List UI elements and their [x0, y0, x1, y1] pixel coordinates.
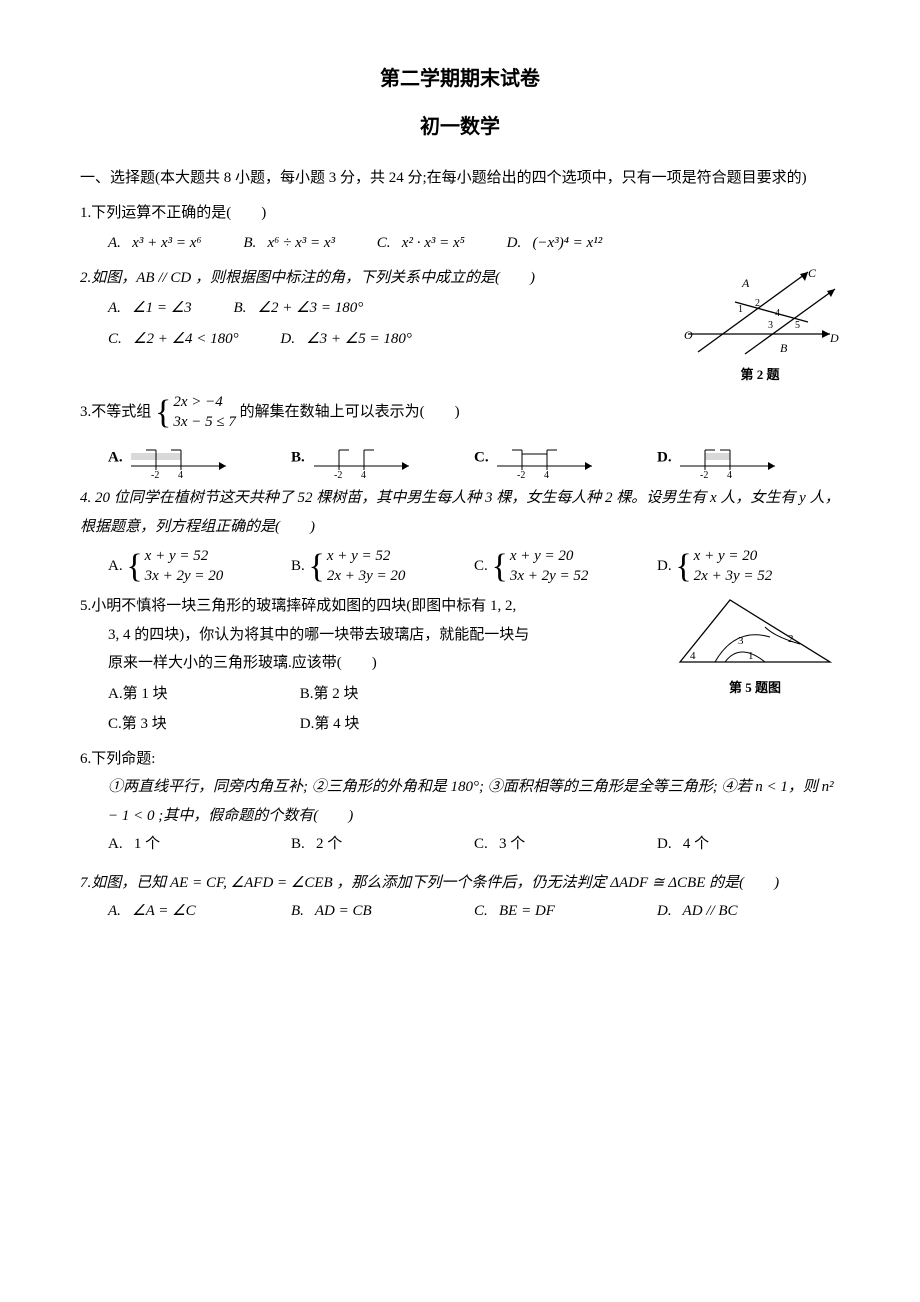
- q7-options: A. ∠A = ∠C B. AD = CB C. BE = DF D. AD /…: [108, 897, 840, 930]
- svg-text:5: 5: [795, 320, 800, 331]
- numberline-c-icon: -2 4: [492, 438, 602, 478]
- svg-text:3: 3: [738, 635, 744, 647]
- q1-stem: 1.下列运算不正确的是( ): [80, 199, 840, 228]
- q1-opt-b: B. x⁶ ÷ x³ = x³: [243, 229, 335, 258]
- svg-text:-2: -2: [517, 470, 525, 478]
- svg-text:-2: -2: [334, 470, 342, 478]
- q2-opt-d: D. ∠3 + ∠5 = 180°: [280, 325, 411, 354]
- q7-opt-a: A. ∠A = ∠C: [108, 897, 291, 926]
- q6-options: A. 1 个 B. 2 个 C. 3 个 D. 4 个: [108, 830, 840, 863]
- q5-stem1: 5.小明不慎将一块三角形的玻璃摔碎成如图的四块(即图中标有 1, 2,: [80, 592, 670, 621]
- q6-body: ①两直线平行，同旁内角互补; ②三角形的外角和是 180°; ③面积相等的三角形…: [108, 773, 840, 830]
- section-heading: 一、选择题(本大题共 8 小题，每小题 3 分，共 24 分;在每小题给出的四个…: [80, 164, 840, 193]
- q2-opt-a: A. ∠1 = ∠3: [108, 294, 192, 323]
- q2-stem: 2.如图，AB // CD ，则根据图中标注的角，下列关系中成立的是( ): [80, 264, 680, 293]
- q3-stem-pre: 3.不等式组: [80, 404, 155, 420]
- q5-figure-label: 第 5 题图: [670, 676, 840, 701]
- q6-opt-c: C. 3 个: [474, 830, 657, 859]
- svg-text:A: A: [741, 276, 750, 290]
- q2-opt-c: C. ∠2 + ∠4 < 180°: [108, 325, 239, 354]
- q5-options-row2: C.第 3 块 D.第 4 块: [108, 710, 670, 739]
- q4-options: A. {x + y = 523x + 2y = 20 B. {x + y = 5…: [108, 547, 840, 586]
- q3-system: { 2x > −4 3x − 5 ≤ 7: [155, 393, 236, 432]
- q2-diagram-svg: O A C B D 1 2 3 4 5: [680, 264, 840, 359]
- q2-opt-b: B. ∠2 + ∠3 = 180°: [233, 294, 363, 323]
- q5-diagram-svg: 1 2 3 4: [670, 592, 840, 672]
- question-4: 4. 20 位同学在植树节这天共种了 52 棵树苗，其中男生每人种 3 棵，女生…: [80, 484, 840, 541]
- q6-opt-b: B. 2 个: [291, 830, 474, 859]
- q3-line2: 3x − 5 ≤ 7: [173, 413, 236, 433]
- q3-opt-c: C. -2 4: [474, 438, 657, 478]
- q4-opt-a: A. {x + y = 523x + 2y = 20: [108, 547, 291, 586]
- svg-text:3: 3: [768, 320, 773, 331]
- q7-opt-d: D. AD // BC: [657, 897, 840, 926]
- q6-opt-a: A. 1 个: [108, 830, 291, 859]
- q6-stem: 6.下列命题:: [80, 745, 840, 774]
- svg-text:-2: -2: [700, 470, 708, 478]
- q6-opt-d: D. 4 个: [657, 830, 840, 859]
- q5-options-row1: A.第 1 块 B.第 2 块: [108, 680, 670, 709]
- question-1: 1.下列运算不正确的是( ) A. x³ + x³ = x⁶ B. x⁶ ÷ x…: [80, 199, 840, 258]
- svg-text:-2: -2: [151, 470, 159, 478]
- q5-stem3: 原来一样大小的三角形玻璃.应该带( ): [108, 649, 670, 678]
- q1-opt-a: A. x³ + x³ = x⁶: [108, 229, 202, 258]
- q5-opt-c: C.第 3 块: [108, 710, 258, 739]
- svg-text:C: C: [808, 266, 817, 280]
- q7-opt-c: C. BE = DF: [474, 897, 657, 926]
- svg-text:1: 1: [738, 304, 743, 315]
- q2-options-row1: A. ∠1 = ∠3 B. ∠2 + ∠3 = 180°: [108, 294, 680, 323]
- page-title: 第二学期期末试卷: [80, 60, 840, 98]
- q1-opt-c: C. x² · x³ = x⁵: [377, 229, 465, 258]
- svg-text:D: D: [829, 331, 839, 345]
- q2-options-row2: C. ∠2 + ∠4 < 180° D. ∠3 + ∠5 = 180°: [108, 325, 680, 354]
- q5-figure: 1 2 3 4 第 5 题图: [670, 592, 840, 701]
- q4-opt-b: B. {x + y = 522x + 3y = 20: [291, 547, 474, 586]
- section-text: 一、选择题(本大题共 8 小题，每小题 3 分，共 24 分;在每小题给出的四个…: [80, 170, 807, 186]
- q4-stem: 4. 20 位同学在植树节这天共种了 52 棵树苗，其中男生每人种 3 棵，女生…: [80, 484, 840, 541]
- q4-opt-d: D. {x + y = 202x + 3y = 52: [657, 547, 840, 586]
- q3-opt-d: D. -2 4: [657, 438, 840, 478]
- svg-text:B: B: [780, 341, 788, 355]
- svg-text:O: O: [684, 328, 693, 342]
- q3-stem-post: 的解集在数轴上可以表示为( ): [240, 404, 460, 420]
- q1-options: A. x³ + x³ = x⁶ B. x⁶ ÷ x³ = x³ C. x² · …: [108, 229, 840, 258]
- question-5: 5.小明不慎将一块三角形的玻璃摔碎成如图的四块(即图中标有 1, 2, 3, 4…: [80, 592, 840, 739]
- svg-text:4: 4: [727, 470, 732, 478]
- q5-opt-b: B.第 2 块: [300, 680, 359, 709]
- q2-figure: O A C B D 1 2 3 4 5 第 2 题: [680, 264, 840, 388]
- q4-opt-c: C. {x + y = 203x + 2y = 52: [474, 547, 657, 586]
- question-2: 2.如图，AB // CD ，则根据图中标注的角，下列关系中成立的是( ) A.…: [80, 264, 840, 388]
- numberline-b-icon: -2 4: [309, 438, 419, 478]
- q7-opt-b: B. AD = CB: [291, 897, 474, 926]
- q5-opt-d: D.第 4 块: [300, 710, 360, 739]
- numberline-d-icon: -2 4: [675, 438, 785, 478]
- svg-text:4: 4: [775, 308, 780, 319]
- q3-opt-a: A. -2 4: [108, 438, 291, 478]
- q5-stem2: 3, 4 的四块)，你认为将其中的哪一块带去玻璃店，就能配一块与: [108, 621, 670, 650]
- svg-text:1: 1: [748, 650, 754, 662]
- question-7: 7.如图，已知 AE = CF, ∠AFD = ∠CEB ，那么添加下列一个条件…: [80, 869, 840, 930]
- question-6: 6.下列命题: ①两直线平行，同旁内角互补; ②三角形的外角和是 180°; ③…: [80, 745, 840, 863]
- q3-options: A. -2 4 B. -2 4 C: [108, 438, 840, 478]
- svg-text:4: 4: [544, 470, 549, 478]
- q3-opt-b: B. -2 4: [291, 438, 474, 478]
- svg-text:2: 2: [788, 633, 794, 645]
- question-3: 3.不等式组 { 2x > −4 3x − 5 ≤ 7 的解集在数轴上可以表示为…: [80, 393, 840, 432]
- numberline-a-icon: -2 4: [126, 438, 236, 478]
- q7-stem: 7.如图，已知 AE = CF, ∠AFD = ∠CEB ，那么添加下列一个条件…: [80, 869, 840, 898]
- page-subtitle: 初一数学: [80, 108, 840, 146]
- q2-figure-label: 第 2 题: [680, 363, 840, 388]
- svg-text:4: 4: [361, 470, 366, 478]
- q5-opt-a: A.第 1 块: [108, 680, 258, 709]
- q3-line1: 2x > −4: [173, 393, 236, 413]
- q1-opt-d: D. (−x³)⁴ = x¹²: [507, 229, 603, 258]
- svg-text:2: 2: [755, 298, 760, 309]
- svg-text:4: 4: [690, 650, 696, 662]
- svg-text:4: 4: [178, 470, 183, 478]
